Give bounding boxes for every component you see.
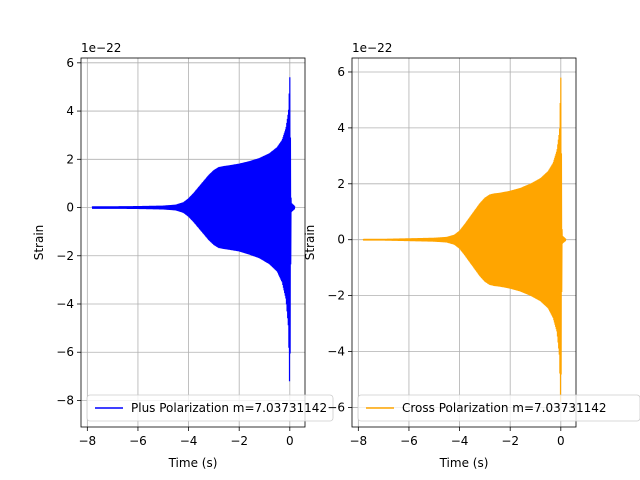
y-axis-label: Strain	[32, 225, 46, 261]
y-tick-label: −6	[327, 400, 345, 414]
y-tick-label: 4	[66, 104, 74, 118]
y-tick-label: 0	[66, 201, 74, 215]
y-tick-label: −2	[327, 289, 345, 303]
plus-polarization-axes: −8 −6 −4 −2 0 −8 −6 −4 −2 0 2 4 6 1e−22 Time (s) Strain…	[32, 41, 334, 470]
y-axis-label: Strain	[303, 225, 317, 261]
axes-frame	[351, 57, 577, 428]
x-tick-label: −8	[349, 434, 367, 448]
cross-polarization-axes: −8 −6 −4 −2 0 −6 −4 −2 0 2 4 6 1e−22 Time (s) Strain Cr…	[303, 41, 640, 470]
y-tick-label: 0	[337, 233, 345, 247]
y-offset-label: 1e−22	[352, 41, 392, 55]
x-tick-label: −4	[180, 434, 198, 448]
x-tick-label: −6	[129, 434, 147, 448]
y-tick-label: 6	[66, 56, 74, 70]
y-tick-label: −8	[56, 393, 74, 407]
x-tick-label: 0	[557, 434, 565, 448]
x-tick-label: −4	[451, 434, 469, 448]
x-axis-label: Time (s)	[168, 456, 218, 470]
x-axis-label: Time (s)	[439, 456, 489, 470]
y-tick-label: −6	[56, 345, 74, 359]
x-tick-label: −6	[400, 434, 418, 448]
y-tick-label: 4	[337, 121, 345, 135]
x-tick-label: 0	[286, 434, 294, 448]
y-tick-label: 6	[337, 65, 345, 79]
series-line-0	[362, 77, 567, 402]
legend-box	[357, 394, 640, 422]
x-tick-label: −8	[78, 434, 96, 448]
y-tick-label: −4	[56, 297, 74, 311]
y-tick-label: 2	[337, 177, 345, 191]
axes-frame	[80, 57, 306, 428]
legend-box	[86, 394, 334, 422]
y-tick-label: −4	[327, 345, 345, 359]
y-offset-label: 1e−22	[81, 41, 121, 55]
x-tick-label: −2	[501, 434, 519, 448]
series-line-0	[91, 77, 296, 382]
x-tick-label: −2	[230, 434, 248, 448]
y-tick-label: 2	[66, 152, 74, 166]
y-tick-label: −2	[56, 249, 74, 263]
legend-label: Plus Polarization m=7.03731142	[131, 401, 327, 415]
legend-label: Cross Polarization m=7.03731142	[402, 401, 607, 415]
